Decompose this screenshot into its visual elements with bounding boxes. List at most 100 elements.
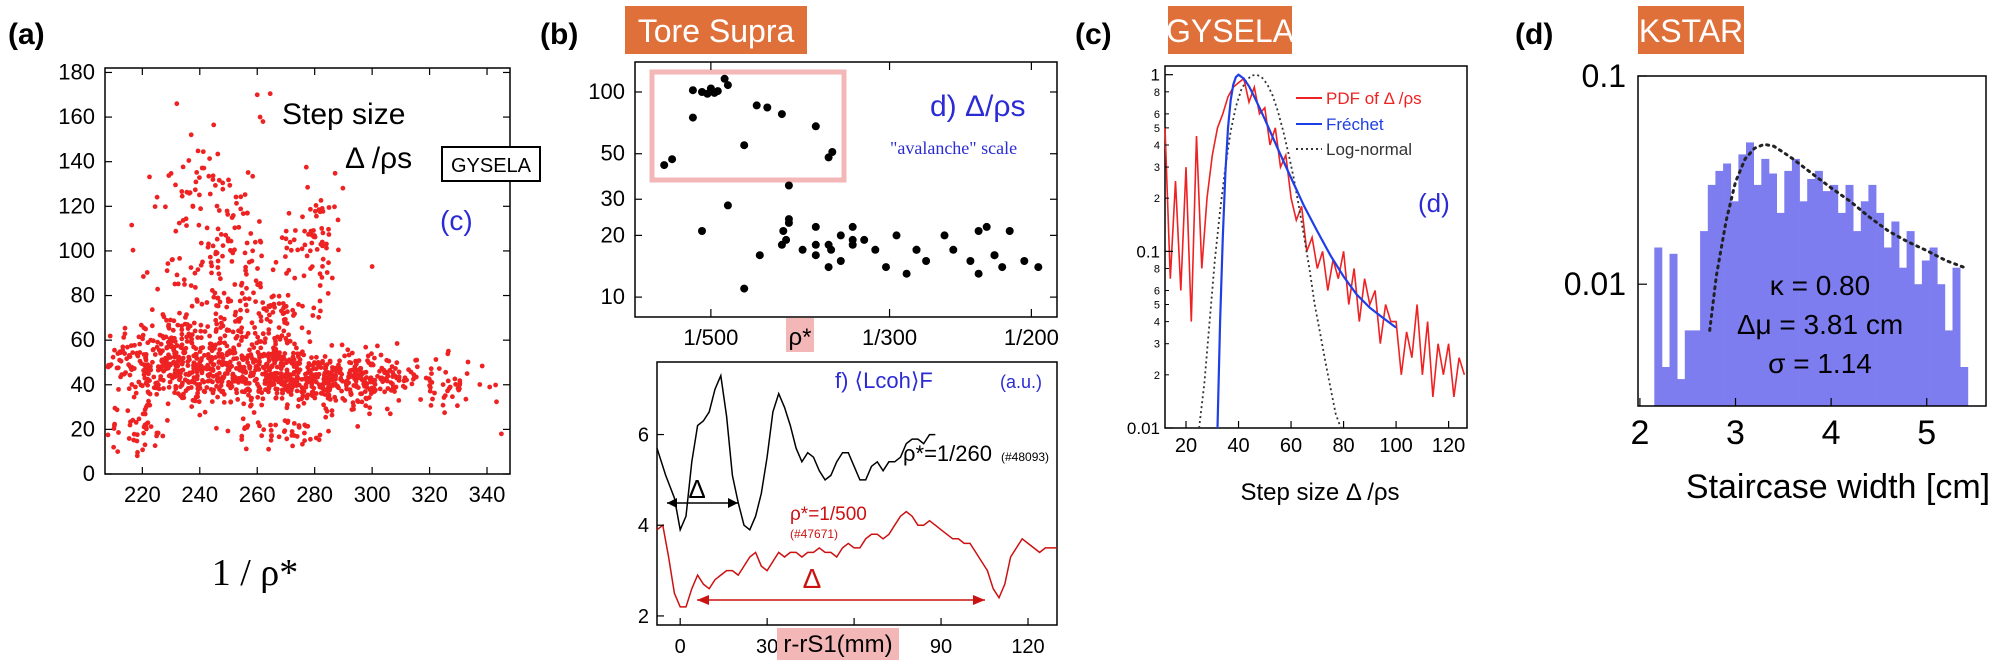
scatter-point	[186, 158, 192, 163]
scatter-point	[268, 422, 273, 428]
scatter-point	[283, 378, 289, 384]
scatter-point	[295, 403, 301, 409]
series-line-rho-260	[656, 372, 936, 533]
panel-b-delta-black-head-left	[667, 498, 677, 508]
scatter-point	[269, 294, 275, 300]
scatter-point	[327, 386, 333, 391]
scatter-point	[432, 390, 437, 396]
scatter-point	[272, 305, 277, 310]
scatter-point	[300, 393, 306, 399]
scatter-point	[215, 365, 221, 371]
scatter-point	[296, 423, 302, 428]
scatter-point	[155, 286, 161, 292]
x-tick-label: 240	[181, 482, 218, 507]
hist-bar	[1860, 201, 1869, 406]
panel-b-bottom-yticks: 2 4 6	[638, 425, 664, 628]
scatter-point	[295, 247, 301, 253]
scatter-point	[125, 408, 131, 414]
hist-bar	[1837, 212, 1846, 406]
scatter-point	[358, 366, 364, 371]
scatter-point	[365, 358, 370, 363]
scatter-point	[221, 290, 227, 296]
scatter-point	[244, 240, 250, 246]
y-minor-tick-label: 4	[1154, 140, 1160, 152]
scatter-point	[133, 384, 138, 390]
panel-c-legend-lognormal: Log-normal	[1326, 140, 1412, 159]
x-tick-label: 220	[124, 482, 161, 507]
scatter-point	[236, 376, 242, 382]
scatter-point	[129, 222, 135, 228]
scatter-point	[160, 433, 166, 439]
scatter-point	[255, 334, 261, 340]
scatter-point	[240, 416, 246, 422]
scatter-point	[368, 362, 374, 368]
x-tick-label: 30	[756, 636, 778, 658]
scatter-point	[740, 284, 749, 293]
scatter-point	[322, 379, 327, 384]
scatter-point	[264, 375, 269, 381]
scatter-point	[498, 431, 504, 437]
scatter-point	[272, 355, 278, 361]
scatter-point	[184, 223, 189, 229]
scatter-point	[848, 235, 857, 244]
scatter-point	[303, 164, 309, 170]
scatter-point	[249, 320, 255, 326]
scatter-point	[363, 403, 369, 409]
scatter-point	[335, 384, 340, 390]
scatter-point	[264, 316, 270, 322]
scatter-point	[324, 241, 329, 247]
scatter-point	[243, 268, 249, 273]
scatter-point	[137, 341, 143, 347]
y-tick-label: 1	[1151, 66, 1160, 85]
scatter-point	[126, 436, 132, 441]
panel-b-top-yticks: 10 20 30 50 100	[588, 79, 1057, 309]
scatter-point	[174, 343, 180, 348]
panel-b-top-xticks: 1/500 1/300 1/200	[683, 62, 1059, 350]
scatter-point	[217, 299, 223, 305]
scatter-point	[160, 359, 165, 365]
scatter-point	[243, 446, 249, 452]
hist-bar	[1661, 367, 1670, 406]
scatter-point	[141, 362, 147, 368]
panel-a-gysela-label: GYSELA	[451, 155, 532, 177]
scatter-point	[314, 366, 319, 372]
scatter-point	[217, 336, 223, 341]
panel-b-tag: Tore Supra	[638, 13, 795, 49]
scatter-point	[333, 398, 339, 403]
y-minor-tick-label: 2	[1154, 193, 1160, 205]
scatter-point	[283, 317, 288, 322]
scatter-point	[367, 377, 373, 383]
scatter-point	[206, 173, 212, 179]
scatter-point	[440, 402, 446, 408]
scatter-point	[402, 385, 408, 390]
scatter-point	[332, 170, 338, 176]
hist-bar	[1677, 379, 1686, 406]
scatter-point	[323, 414, 329, 420]
y-tick-label: 50	[601, 141, 625, 166]
scatter-point	[974, 227, 983, 235]
scatter-point	[479, 363, 485, 369]
scatter-point	[126, 362, 131, 368]
scatter-point	[253, 364, 259, 370]
scatter-point	[974, 269, 983, 278]
scatter-point	[233, 194, 239, 200]
scatter-point	[172, 335, 177, 341]
scatter-point	[189, 340, 195, 346]
scatter-point	[205, 244, 211, 250]
scatter-point	[225, 350, 230, 356]
scatter-point	[183, 388, 189, 394]
scatter-point	[720, 74, 729, 83]
hist-bar	[1784, 170, 1793, 406]
scatter-point	[193, 362, 199, 368]
scatter-point	[226, 177, 231, 183]
scatter-point	[173, 383, 179, 389]
scatter-point	[276, 325, 282, 330]
x-tick-label: 80	[1332, 435, 1354, 457]
scatter-point	[990, 251, 999, 260]
scatter-point	[356, 375, 361, 380]
scatter-point	[198, 322, 204, 328]
scatter-point	[142, 442, 148, 448]
panel-a-frame	[104, 67, 511, 475]
x-tick-label: 4	[1822, 414, 1841, 452]
